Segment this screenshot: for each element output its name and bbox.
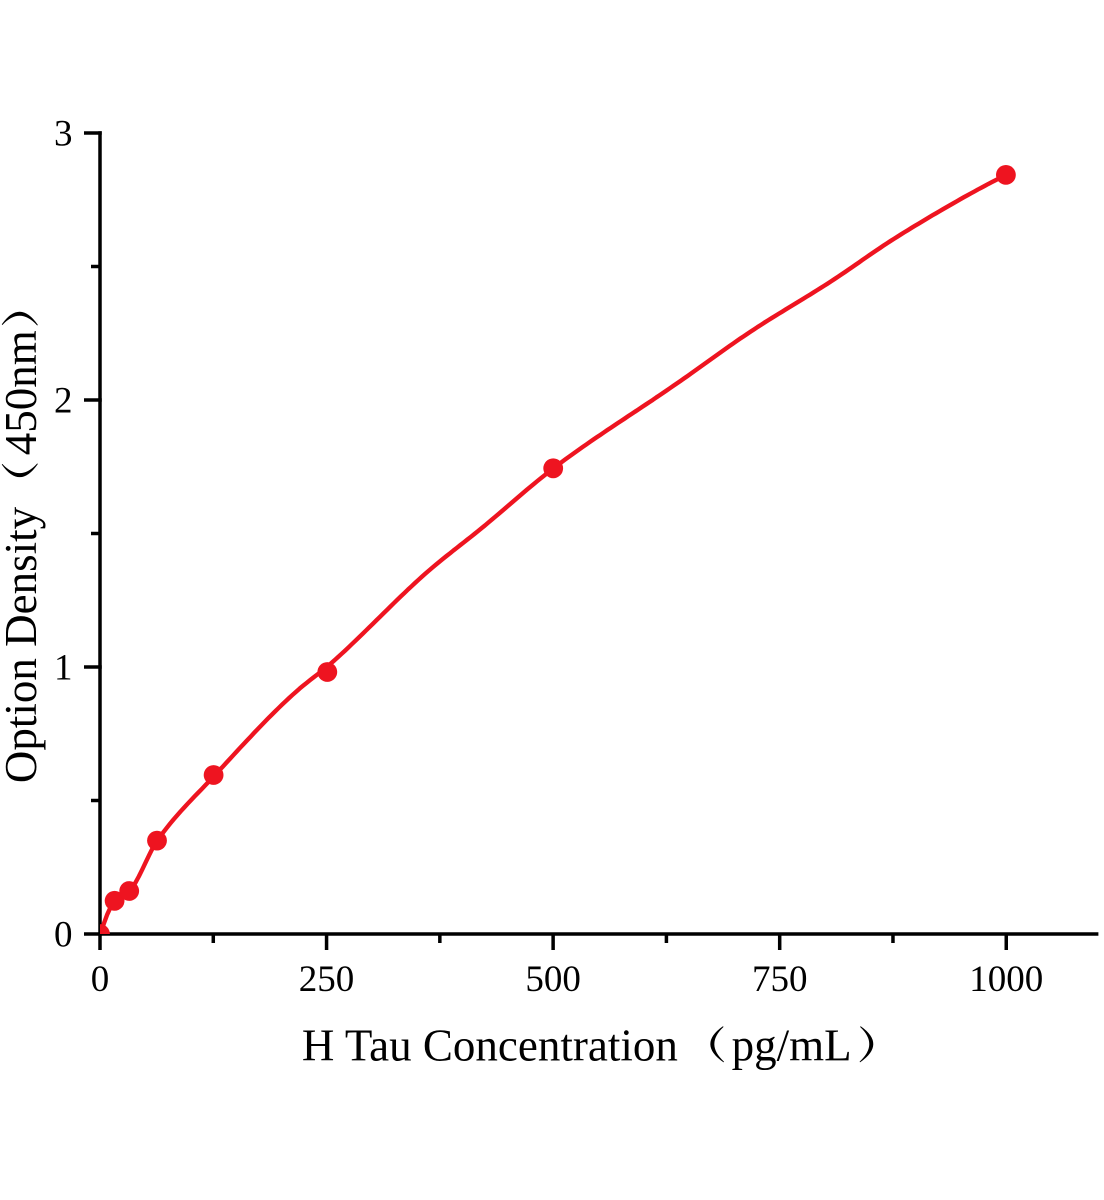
svg-text:3: 3 (54, 113, 73, 154)
svg-text:500: 500 (525, 959, 581, 1000)
svg-text:450nm: 450nm (0, 330, 46, 455)
svg-text:1: 1 (54, 647, 73, 688)
svg-text:1000: 1000 (969, 959, 1043, 1000)
svg-text:H Tau Concentration: H Tau Concentration (302, 1021, 678, 1071)
svg-text:0: 0 (91, 959, 110, 1000)
svg-text:250: 250 (299, 959, 355, 1000)
svg-text:pg/mL: pg/mL (732, 1021, 852, 1071)
svg-text:Option Density: Option Density (0, 506, 46, 783)
svg-text:750: 750 (752, 959, 808, 1000)
svg-text:0: 0 (54, 914, 73, 955)
svg-text:2: 2 (54, 380, 73, 421)
